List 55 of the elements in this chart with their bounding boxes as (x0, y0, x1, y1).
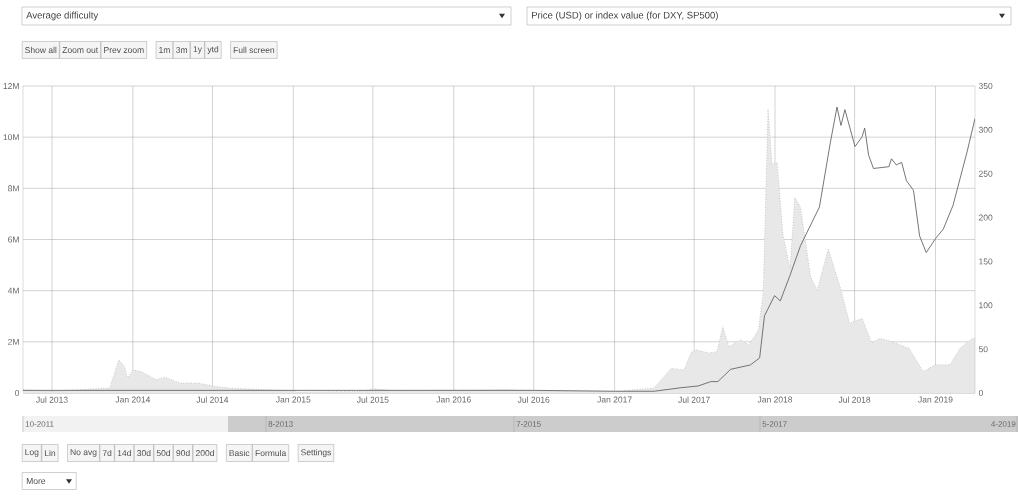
text: Settings (301, 449, 332, 457)
x-tick-label: Jul 2013 (36, 396, 68, 403)
text: 1m (159, 47, 170, 53)
x-tick-label: Jan 2019 (918, 396, 953, 403)
text: 7-2015 (516, 421, 541, 427)
y2-tick-label: 50 (978, 346, 988, 353)
x-tick-label: Jul 2016 (517, 396, 550, 403)
y-tick-label: 4M (7, 287, 19, 294)
x-tick-label: Jul 2014 (196, 396, 229, 403)
y2-tick-label: 200 (978, 214, 993, 221)
text: 7d (102, 449, 112, 457)
text: 30d (137, 449, 151, 457)
y2-tick-label: 250 (978, 170, 993, 177)
y2-tick-label: 300 (978, 126, 993, 133)
y2-tick-label: 100 (979, 302, 993, 309)
x-tick-label: Jul 2015 (356, 396, 389, 403)
text: 90d (176, 449, 190, 457)
text: 8-2013 (268, 421, 293, 427)
text: 1y (193, 46, 202, 54)
x-tick-label: Jul 2017 (678, 396, 710, 403)
text: Log (25, 449, 39, 457)
y2-tick-label: 0 (978, 390, 983, 397)
y-tick-label: 6M (8, 236, 19, 243)
x-tick-label: Jul 2018 (838, 396, 871, 403)
text: Average difficulty (26, 11, 99, 21)
text: Formula (255, 449, 287, 457)
text: 50d (156, 449, 171, 457)
x-tick-label: Jan 2014 (115, 396, 151, 403)
text: More (26, 478, 46, 484)
text: ytd (207, 46, 219, 54)
text: 5-2017 (762, 421, 787, 427)
text: No avg (70, 449, 97, 457)
y-tick-label: 10M (3, 134, 19, 141)
text: 14d (117, 449, 131, 457)
y2-tick-label: 350 (978, 83, 993, 90)
text: Lin (44, 449, 56, 457)
y-tick-label: 8M (8, 185, 19, 192)
y-tick-label: 2M (8, 338, 19, 345)
y2-tick-label: 150 (979, 258, 993, 265)
x-tick-label: Jan 2016 (436, 396, 471, 403)
y-tick-label: 12M (3, 83, 19, 89)
text: Prev zoom (104, 47, 144, 53)
text: Price (USD) or index value (for DXY, SP500) (531, 11, 718, 21)
x-tick-label: Jan 2017 (597, 396, 632, 403)
y-tick-label: 0 (15, 390, 20, 397)
text: Zoom out (62, 47, 99, 53)
x-tick-label: Jan 2015 (275, 396, 311, 403)
text: 10-2011 (25, 421, 54, 427)
text: 200d (195, 449, 214, 457)
text: Show all (25, 46, 57, 54)
text: Basic (229, 449, 250, 457)
text: 4-2019 (991, 421, 1016, 427)
text: 3m (176, 47, 188, 53)
text: Full screen (233, 46, 275, 54)
x-tick-label: Jan 2018 (757, 396, 793, 403)
